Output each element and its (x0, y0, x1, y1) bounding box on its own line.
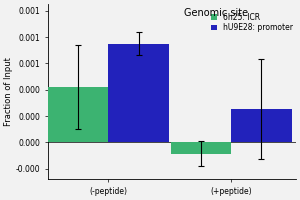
Text: Genomic site: Genomic site (184, 8, 248, 18)
Bar (48, 87, 109, 142)
Legend: 6h25: ICR, hU9E28: promoter: 6h25: ICR, hU9E28: promoter (209, 11, 295, 34)
Y-axis label: Fraction of Input: Fraction of Input (4, 57, 13, 126)
Bar (171, 142, 231, 154)
Bar (231, 109, 292, 142)
Bar (109, 44, 169, 142)
